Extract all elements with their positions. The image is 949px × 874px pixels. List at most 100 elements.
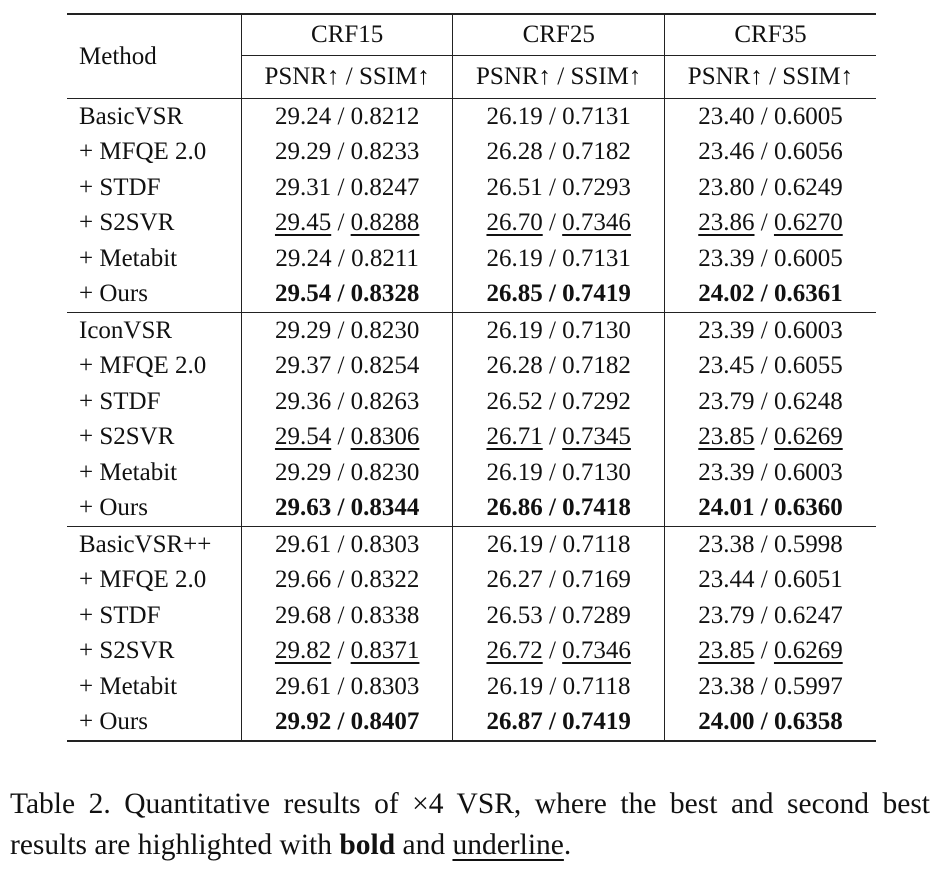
psnr-value: 26.19 bbox=[486, 316, 543, 344]
ssim-value: 0.8254 bbox=[350, 352, 420, 380]
ssim-value: 0.6248 bbox=[773, 387, 843, 415]
caption-period: . bbox=[563, 829, 572, 861]
crf15-cell: 29.54 / 0.8306 bbox=[240, 419, 453, 455]
crf35-cell: 23.85 / 0.6269 bbox=[663, 633, 876, 669]
value-separator: / bbox=[754, 423, 774, 451]
value-separator: / bbox=[754, 102, 774, 130]
psnr-value: 29.37 bbox=[274, 352, 332, 380]
psnr-value: 29.68 bbox=[274, 601, 332, 629]
table-row: IconVSR 29.29 / 0.8230 26.19 / 0.7130 23.39… bbox=[67, 312, 876, 349]
psnr-value: 29.29 bbox=[274, 316, 332, 344]
crf15-header: CRF15 bbox=[240, 13, 453, 56]
ssim-value: 0.6056 bbox=[773, 138, 843, 166]
psnr-value: 23.85 bbox=[698, 637, 755, 665]
method-cell: + Ours bbox=[67, 704, 242, 742]
value-separator: / bbox=[331, 352, 351, 380]
psnr-value: 26.19 bbox=[486, 672, 544, 700]
table-body: BasicVSR 29.24 / 0.8212 26.19 / 0.7131 23.4… bbox=[67, 98, 876, 742]
crf15-cell: 29.45 / 0.8288 bbox=[240, 205, 453, 241]
method-cell: + Metabit bbox=[79, 458, 178, 486]
crf35-cell: 24.01 / 0.6360 bbox=[663, 490, 876, 527]
value-separator: / bbox=[754, 280, 774, 308]
method-cell: + MFQE 2.0 bbox=[79, 352, 207, 380]
value-separator: / bbox=[754, 530, 774, 558]
value-separator: / bbox=[331, 530, 351, 558]
crf35-cell: 24.00 / 0.6358 bbox=[663, 704, 876, 742]
value-separator: / bbox=[754, 316, 774, 344]
crf35-cell: 23.39 / 0.6005 bbox=[663, 241, 876, 277]
ssim-value: 0.8322 bbox=[350, 566, 420, 594]
ssim-value: 0.8328 bbox=[350, 280, 420, 308]
caption-underline-word: underline bbox=[452, 829, 564, 861]
ssim-value: 0.8371 bbox=[350, 637, 420, 665]
crf25-cell: 26.85 / 0.7419 bbox=[452, 276, 665, 313]
value-separator: / bbox=[542, 387, 563, 415]
table-row: + Ours 29.63 / 0.8344 26.86 / 0.7418 24.01 … bbox=[67, 490, 876, 527]
ssim-value: 0.6358 bbox=[773, 708, 843, 736]
crf15-cell: 29.36 / 0.8263 bbox=[240, 384, 453, 420]
crf35-cell: 23.46 / 0.6056 bbox=[663, 134, 876, 170]
psnr-value: 23.39 bbox=[698, 458, 755, 486]
ssim-value: 0.7346 bbox=[562, 209, 631, 237]
crf25-cell: 26.28 / 0.7182 bbox=[452, 134, 665, 170]
ssim-value: 0.6005 bbox=[773, 102, 843, 130]
crf35-cell: 23.79 / 0.6248 bbox=[663, 384, 876, 420]
value-separator: / bbox=[542, 708, 563, 736]
ssim-value: 0.8288 bbox=[350, 209, 420, 237]
psnr-value: 23.79 bbox=[698, 601, 755, 629]
value-separator: / bbox=[331, 672, 351, 700]
crf15-cell: 29.24 / 0.8211 bbox=[240, 241, 453, 277]
table-row: + Metabit 29.61 / 0.8303 26.19 / 0.7118 23.… bbox=[67, 669, 876, 705]
psnr-value: 23.79 bbox=[698, 387, 755, 415]
method-cell: + S2SVR bbox=[79, 637, 175, 665]
psnr-value: 26.52 bbox=[486, 387, 543, 415]
ssim-value: 0.7131 bbox=[562, 102, 631, 130]
table-row: + MFQE 2.0 29.66 / 0.8322 26.27 / 0.7169 23… bbox=[67, 562, 876, 598]
table-row: BasicVSR 29.24 / 0.8212 26.19 / 0.7131 23.4… bbox=[67, 98, 876, 135]
crf25-header: CRF25 bbox=[452, 13, 665, 56]
value-separator: / bbox=[754, 708, 774, 736]
table-caption: Table 2. Quantitative results of ×4 VSR,… bbox=[10, 784, 930, 866]
ssim-value: 0.6361 bbox=[773, 280, 843, 308]
psnr-value: 26.19 bbox=[486, 458, 543, 486]
ssim-value: 0.8212 bbox=[350, 102, 420, 130]
ssim-value: 0.8303 bbox=[350, 530, 420, 558]
ssim-value: 0.7130 bbox=[562, 458, 631, 486]
value-separator: / bbox=[542, 138, 563, 166]
method-cell: + STDF bbox=[79, 387, 161, 415]
caption-text: Table 2. Quantitative results of ×4 VSR,… bbox=[10, 788, 930, 861]
value-separator: / bbox=[331, 244, 352, 272]
crf15-cell: 29.63 / 0.8344 bbox=[240, 490, 453, 527]
value-separator: / bbox=[542, 209, 563, 237]
value-separator: / bbox=[331, 566, 351, 594]
psnr-value: 23.46 bbox=[698, 138, 755, 166]
psnr-value: 26.28 bbox=[486, 352, 543, 380]
crf15-cell: 29.31 / 0.8247 bbox=[240, 170, 453, 206]
table-row: + MFQE 2.0 29.29 / 0.8233 26.28 / 0.7182 23… bbox=[67, 134, 876, 170]
ssim-value: 0.7345 bbox=[562, 423, 631, 451]
psnr-value: 29.61 bbox=[274, 530, 332, 558]
method-cell: BasicVSR bbox=[67, 98, 242, 135]
value-separator: / bbox=[542, 352, 563, 380]
psnr-value: 26.28 bbox=[486, 138, 543, 166]
value-separator: / bbox=[331, 209, 351, 237]
psnr-value: 23.38 bbox=[698, 672, 755, 700]
psnr-value: 26.27 bbox=[486, 566, 543, 594]
ssim-value: 0.7419 bbox=[562, 280, 631, 308]
table-row: + STDF 29.31 / 0.8247 26.51 / 0.7293 23.80 … bbox=[67, 170, 876, 206]
value-separator: / bbox=[542, 458, 563, 486]
metric-header-crf25: PSNR↑ / SSIM↑ bbox=[452, 55, 665, 99]
value-separator: / bbox=[331, 494, 351, 522]
value-separator: / bbox=[754, 566, 774, 594]
psnr-value: 29.54 bbox=[274, 280, 332, 308]
ssim-value: 0.7118 bbox=[562, 672, 631, 700]
crf35-cell: 23.38 / 0.5998 bbox=[663, 526, 876, 563]
psnr-value: 26.70 bbox=[486, 209, 543, 237]
ssim-value: 0.7418 bbox=[562, 494, 631, 522]
psnr-value: 23.86 bbox=[698, 209, 755, 237]
crf25-cell: 26.19 / 0.7118 bbox=[452, 669, 665, 705]
table-row: + MFQE 2.0 29.37 / 0.8254 26.28 / 0.7182 23… bbox=[67, 348, 876, 384]
ssim-value: 0.6055 bbox=[773, 352, 843, 380]
crf15-cell: 29.29 / 0.8230 bbox=[240, 312, 453, 349]
